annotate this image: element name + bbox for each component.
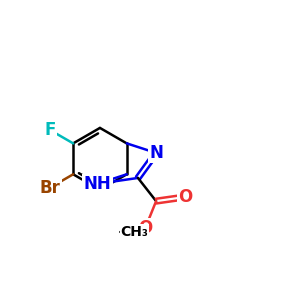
Text: Br: Br [40, 178, 61, 196]
Text: O: O [138, 219, 152, 237]
Text: NH: NH [83, 175, 111, 193]
Text: N: N [149, 144, 163, 162]
Text: O: O [178, 188, 192, 206]
Text: F: F [44, 121, 56, 139]
Text: CH₃: CH₃ [120, 225, 148, 239]
